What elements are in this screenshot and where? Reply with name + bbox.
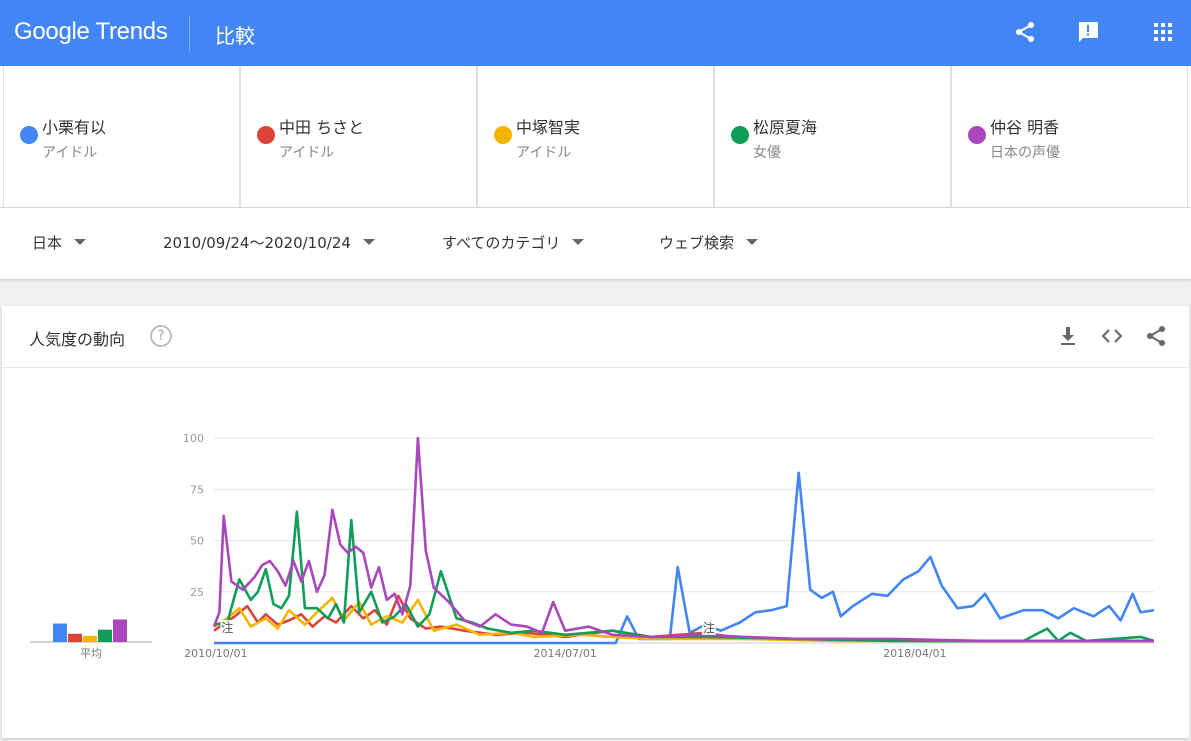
term-subtitle: 女優 bbox=[753, 145, 781, 161]
search-term-5[interactable]: 仲谷 明香 日本の声優 bbox=[951, 66, 1188, 208]
term-subtitle: アイドル bbox=[516, 145, 572, 161]
y-tick-label: 100 bbox=[183, 432, 204, 445]
annotation-marker bbox=[220, 620, 235, 635]
category-value: すべてのカテゴリ bbox=[442, 234, 561, 252]
chevron-down-icon bbox=[74, 238, 87, 245]
series-line-5 bbox=[212, 436, 1154, 643]
share-icon[interactable] bbox=[1013, 20, 1037, 44]
download-icon[interactable] bbox=[1056, 324, 1080, 348]
term-color-dot bbox=[20, 126, 38, 144]
term-name: 仲谷 明香 bbox=[990, 118, 1060, 137]
term-subtitle: 日本の声優 bbox=[990, 145, 1060, 161]
x-tick-label: 2010/10/01 bbox=[184, 647, 247, 660]
term-name: 中田 ちさと bbox=[279, 118, 365, 137]
annotation-marker bbox=[701, 620, 716, 635]
average-bar bbox=[68, 633, 82, 642]
y-tick-label: 25 bbox=[190, 586, 204, 599]
term-name: 中塚智実 bbox=[516, 118, 581, 137]
search-type-dropdown[interactable]: ウェブ検索 bbox=[659, 232, 759, 253]
term-subtitle: アイドル bbox=[279, 145, 335, 161]
annotation-label: 注 bbox=[221, 620, 233, 635]
series-line-4 bbox=[213, 510, 1155, 643]
term-color-dot bbox=[731, 126, 749, 144]
search-term-4[interactable]: 松原夏海 女優 bbox=[714, 66, 951, 208]
date-range-dropdown[interactable]: 2010/09/24～2020/10/24 bbox=[163, 232, 375, 253]
share-icon[interactable] bbox=[1144, 324, 1168, 348]
search-term-2[interactable]: 中田 ちさと アイドル bbox=[240, 66, 477, 208]
region-value: 日本 bbox=[32, 234, 63, 252]
search-term-3[interactable]: 中塚智実 アイドル bbox=[477, 66, 714, 208]
category-dropdown[interactable]: すべてのカテゴリ bbox=[442, 232, 585, 253]
average-bar bbox=[113, 619, 127, 642]
interest-over-time-card: 人気度の動向 ? 25 50 75 100 2010/10/01 2014/07/01 20… bbox=[2, 306, 1189, 738]
filter-bar: 日本 2010/09/24～2020/10/24 すべてのカテゴリ ウェブ検索 bbox=[0, 208, 1191, 279]
region-dropdown[interactable]: 日本 bbox=[32, 232, 87, 253]
average-label: 平均 bbox=[80, 647, 102, 660]
average-bar bbox=[83, 635, 97, 642]
annotation-label: 注 bbox=[703, 620, 715, 635]
search-term-1[interactable]: 小栗有以 アイドル bbox=[3, 66, 240, 208]
page-title: 比較 bbox=[215, 24, 255, 48]
google-trends-logo[interactable]: Google Trends bbox=[14, 18, 168, 45]
trend-line-chart: 25 50 75 100 2010/10/01 2014/07/01 2018/04/01 注… bbox=[30, 432, 1155, 660]
x-tick-label: 2018/04/01 bbox=[883, 647, 946, 660]
chevron-down-icon bbox=[746, 238, 759, 245]
feedback-icon[interactable] bbox=[1076, 20, 1100, 44]
search-terms-bar: 小栗有以 アイドル 中田 ちさと アイドル 中塚智実 アイドル 松原夏海 女優 … bbox=[0, 66, 1191, 208]
average-bar bbox=[98, 629, 112, 642]
search-type-value: ウェブ検索 bbox=[659, 234, 735, 252]
embed-code-icon[interactable] bbox=[1100, 324, 1124, 348]
term-color-dot bbox=[257, 126, 275, 144]
series-line-1 bbox=[214, 471, 1155, 645]
term-name: 小栗有以 bbox=[42, 118, 107, 137]
header-divider bbox=[189, 16, 190, 52]
series-line-3 bbox=[213, 596, 1154, 643]
term-subtitle: アイドル bbox=[42, 145, 98, 161]
help-icon[interactable]: ? bbox=[150, 325, 172, 347]
y-tick-label: 50 bbox=[190, 535, 204, 548]
date-range-value: 2010/09/24～2020/10/24 bbox=[163, 234, 351, 252]
app-header: Google Trends 比較 bbox=[0, 0, 1191, 66]
term-color-dot bbox=[968, 126, 986, 144]
term-name: 松原夏海 bbox=[753, 118, 818, 137]
chevron-down-icon bbox=[572, 238, 585, 245]
card-header: 人気度の動向 ? bbox=[2, 306, 1189, 368]
apps-grid-icon[interactable] bbox=[1151, 20, 1175, 44]
average-bar bbox=[53, 623, 67, 642]
card-title: 人気度の動向 bbox=[29, 330, 126, 349]
y-tick-label: 75 bbox=[190, 483, 204, 496]
term-color-dot bbox=[494, 126, 512, 144]
chevron-down-icon bbox=[362, 238, 375, 245]
x-tick-label: 2014/07/01 bbox=[533, 647, 596, 660]
